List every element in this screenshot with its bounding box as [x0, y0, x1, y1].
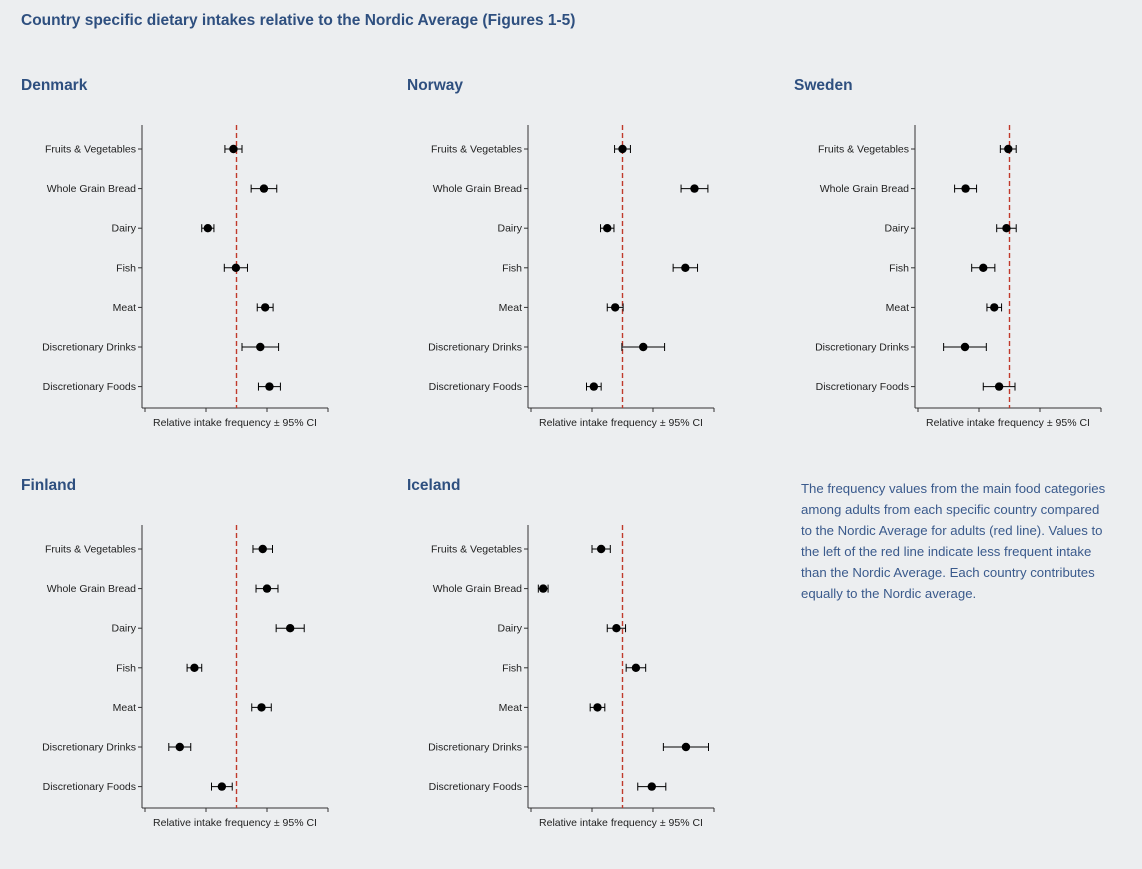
data-point	[190, 663, 199, 672]
category-label: Dairy	[497, 623, 522, 635]
category-label: Meat	[113, 302, 136, 314]
category-label: Meat	[886, 302, 909, 314]
data-point	[639, 342, 648, 352]
data-point	[631, 663, 641, 672]
category-label: Discretionary Foods	[816, 381, 909, 393]
data-point	[203, 224, 213, 233]
data-point	[1004, 144, 1013, 154]
category-label: Fish	[116, 262, 136, 274]
category-label: Dairy	[111, 623, 136, 635]
category-label: Discretionary Drinks	[815, 342, 909, 354]
category-label: Fish	[116, 662, 136, 674]
chart-plot: Relative intake frequency ± 95% CI Fruits…	[42, 525, 329, 829]
category-label: Whole Grain Bread	[433, 183, 522, 195]
chart-plot: Relative intake frequency ± 95% CI Fruits…	[428, 525, 715, 829]
category-label: Discretionary Foods	[43, 781, 136, 793]
category-label: Fruits & Vegetables	[431, 544, 522, 556]
category-label: Meat	[499, 302, 522, 314]
data-point	[285, 624, 295, 633]
page-title: Country specific dietary intakes relativ…	[21, 12, 576, 29]
category-label: Whole Grain Bread	[433, 583, 522, 595]
data-point	[262, 584, 272, 593]
data-point	[960, 342, 970, 352]
category-label: Discretionary Drinks	[42, 342, 136, 354]
data-point	[647, 782, 656, 791]
data-point	[610, 303, 620, 312]
data-point	[231, 263, 241, 272]
chart-panel-2: Sweden Relative intake frequency ± 95% C…	[794, 77, 1134, 429]
chart-panel-1: Norway Relative intake frequency ± 95% C…	[407, 77, 747, 429]
data-point	[690, 184, 699, 193]
category-label: Whole Grain Bread	[47, 583, 136, 595]
category-label: Dairy	[497, 223, 522, 235]
data-point	[539, 584, 548, 593]
category-label: Dairy	[884, 223, 909, 235]
category-label: Discretionary Drinks	[42, 742, 136, 754]
data-point	[681, 742, 691, 752]
x-axis-title: Relative intake frequency ± 95% CI	[153, 417, 317, 429]
category-label: Fruits & Vegetables	[45, 144, 136, 156]
data-point	[256, 342, 265, 352]
data-point	[229, 144, 238, 154]
category-label: Whole Grain Bread	[47, 183, 136, 195]
category-label: Meat	[113, 702, 136, 714]
data-point	[257, 703, 266, 712]
category-label: Fruits & Vegetables	[431, 144, 522, 156]
category-label: Fruits & Vegetables	[818, 144, 909, 156]
category-label: Fish	[889, 262, 909, 274]
data-point	[612, 624, 621, 633]
chart-panel-0: Denmark Relative intake frequency ± 95% …	[21, 77, 361, 429]
data-point	[681, 263, 690, 272]
data-point	[618, 144, 627, 154]
chart-description-note: The frequency values from the main food …	[801, 481, 1106, 601]
category-label: Dairy	[111, 223, 136, 235]
data-point	[990, 303, 999, 312]
category-label: Fish	[502, 662, 522, 674]
data-point	[589, 382, 599, 391]
data-point	[217, 782, 227, 791]
chart-title: Norway	[407, 77, 463, 94]
category-label: Fish	[502, 262, 522, 274]
data-point	[979, 263, 988, 272]
x-axis-title: Relative intake frequency ± 95% CI	[926, 417, 1090, 429]
chart-plot: Relative intake frequency ± 95% CI Fruits…	[428, 125, 715, 429]
data-point	[593, 703, 602, 712]
data-point	[603, 224, 612, 233]
data-point	[259, 184, 269, 193]
chart-title: Iceland	[407, 477, 461, 494]
data-point	[175, 742, 184, 752]
chart-title: Sweden	[794, 77, 853, 94]
data-point	[260, 303, 270, 312]
x-axis-title: Relative intake frequency ± 95% CI	[153, 817, 317, 829]
data-point	[265, 382, 274, 391]
category-label: Whole Grain Bread	[820, 183, 909, 195]
category-label: Fruits & Vegetables	[45, 544, 136, 556]
category-label: Meat	[499, 702, 522, 714]
category-label: Discretionary Foods	[43, 381, 136, 393]
data-point	[994, 382, 1004, 391]
chart-panel-4: Iceland Relative intake frequency ± 95% …	[407, 477, 747, 829]
data-point	[961, 184, 970, 193]
chart-title: Finland	[21, 477, 77, 494]
data-point	[258, 544, 267, 554]
chart-title: Denmark	[21, 77, 88, 94]
x-axis-title: Relative intake frequency ± 95% CI	[539, 817, 703, 829]
category-label: Discretionary Foods	[429, 781, 522, 793]
x-axis-title: Relative intake frequency ± 95% CI	[539, 417, 703, 429]
data-point	[1002, 224, 1011, 233]
chart-plot: Relative intake frequency ± 95% CI Fruits…	[815, 125, 1102, 429]
data-point	[596, 544, 606, 554]
category-label: Discretionary Drinks	[428, 342, 522, 354]
chart-panel-3: Finland Relative intake frequency ± 95% …	[21, 477, 361, 829]
category-label: Discretionary Drinks	[428, 742, 522, 754]
chart-plot: Relative intake frequency ± 95% CI Fruits…	[42, 125, 329, 429]
category-label: Discretionary Foods	[429, 381, 522, 393]
